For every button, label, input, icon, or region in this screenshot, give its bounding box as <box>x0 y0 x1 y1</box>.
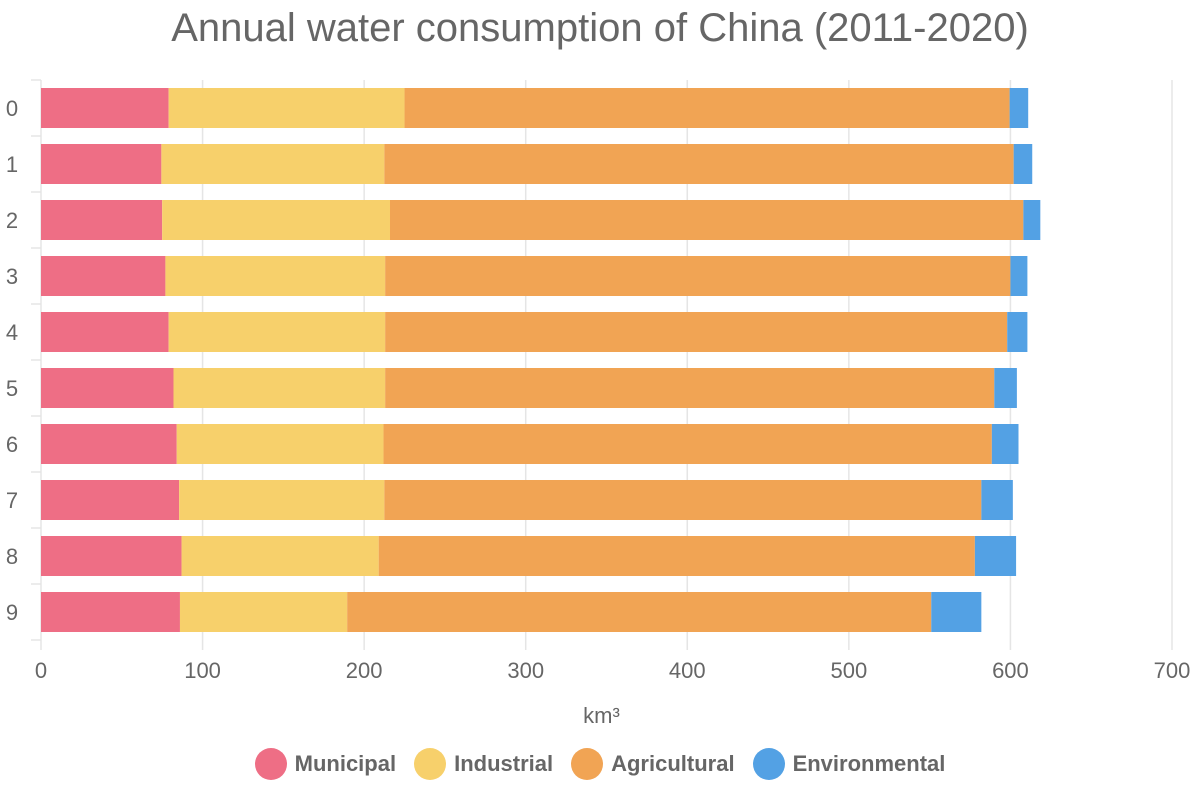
y-tick-label-9: 9 <box>6 600 18 625</box>
legend-swatch-agricultural <box>571 748 604 780</box>
bar-municipal-8[interactable] <box>41 536 182 576</box>
y-tick-label-3: 3 <box>6 264 18 289</box>
x-tick-label-300: 300 <box>507 658 544 683</box>
bar-agricultural-9[interactable] <box>347 592 932 632</box>
y-tick-label-4: 4 <box>6 320 18 345</box>
bar-industrial-2[interactable] <box>162 200 390 240</box>
bar-agricultural-4[interactable] <box>385 312 1008 352</box>
bar-municipal-6[interactable] <box>41 424 177 464</box>
x-tick-label-700: 700 <box>1154 658 1191 683</box>
x-tick-label-500: 500 <box>830 658 867 683</box>
bar-municipal-9[interactable] <box>41 592 180 632</box>
bar-agricultural-6[interactable] <box>383 424 992 464</box>
bar-industrial-6[interactable] <box>176 424 384 464</box>
bar-environmental-5[interactable] <box>994 368 1017 408</box>
bar-environmental-4[interactable] <box>1007 312 1028 352</box>
bar-environmental-7[interactable] <box>981 480 1013 520</box>
chart-legend: Municipal Industrial Agricultural Environme… <box>0 748 1200 780</box>
legend-swatch-municipal <box>254 748 287 780</box>
y-tick-label-0: 0 <box>6 96 18 121</box>
legend-label-municipal: Municipal <box>294 751 397 776</box>
y-tick-label-6: 6 <box>6 432 18 457</box>
bar-environmental-8[interactable] <box>974 536 1017 576</box>
legend-swatch-industrial <box>414 748 447 780</box>
bar-municipal-2[interactable] <box>41 200 163 240</box>
y-tick-label-8: 8 <box>6 544 18 569</box>
bar-industrial-7[interactable] <box>179 480 385 520</box>
x-tick-label-400: 400 <box>669 658 706 683</box>
bar-municipal-3[interactable] <box>41 256 166 296</box>
x-tick-label-200: 200 <box>346 658 383 683</box>
bar-industrial-4[interactable] <box>168 312 386 352</box>
bar-industrial-9[interactable] <box>179 592 348 632</box>
bar-environmental-3[interactable] <box>1010 256 1028 296</box>
bar-industrial-8[interactable] <box>181 536 379 576</box>
bar-agricultural-1[interactable] <box>384 144 1014 184</box>
bar-municipal-0[interactable] <box>41 88 169 128</box>
bar-municipal-4[interactable] <box>41 312 169 352</box>
bar-industrial-5[interactable] <box>173 368 386 408</box>
legend-item-municipal[interactable]: Municipal <box>254 748 397 780</box>
x-tick-label-100: 100 <box>184 658 221 683</box>
legend-label-environmental: Environmental <box>792 751 946 776</box>
legend-item-environmental[interactable]: Environmental <box>752 748 946 780</box>
bar-agricultural-8[interactable] <box>378 536 975 576</box>
bar-agricultural-5[interactable] <box>385 368 995 408</box>
legend-label-agricultural: Agricultural <box>611 751 735 776</box>
x-tick-label-600: 600 <box>992 658 1029 683</box>
chart-title: Annual water consumption of China (2011-… <box>171 6 1029 50</box>
legend-label-industrial: Industrial <box>454 751 554 776</box>
y-tick-label-7: 7 <box>6 488 18 513</box>
bar-agricultural-0[interactable] <box>404 88 1010 128</box>
bar-industrial-1[interactable] <box>161 144 385 184</box>
bar-environmental-0[interactable] <box>1009 88 1029 128</box>
x-tick-label-0: 0 <box>35 658 47 683</box>
bar-industrial-3[interactable] <box>165 256 386 296</box>
bar-environmental-6[interactable] <box>991 424 1019 464</box>
legend-item-industrial[interactable]: Industrial <box>414 748 553 780</box>
y-tick-label-1: 1 <box>6 152 18 177</box>
bar-municipal-1[interactable] <box>41 144 162 184</box>
bar-agricultural-7[interactable] <box>384 480 982 520</box>
bar-municipal-7[interactable] <box>41 480 180 520</box>
bar-environmental-2[interactable] <box>1023 200 1041 240</box>
bar-agricultural-2[interactable] <box>389 200 1024 240</box>
y-tick-label-2: 2 <box>6 208 18 233</box>
y-tick-label-5: 5 <box>6 376 18 401</box>
bar-environmental-1[interactable] <box>1013 144 1033 184</box>
bar-municipal-5[interactable] <box>41 368 174 408</box>
legend-item-agricultural[interactable]: Agricultural <box>571 748 735 780</box>
bar-environmental-9[interactable] <box>931 592 982 632</box>
x-axis-label: km³ <box>583 703 620 728</box>
bar-industrial-0[interactable] <box>168 88 405 128</box>
bar-agricultural-3[interactable] <box>385 256 1011 296</box>
legend-swatch-environmental <box>752 748 785 780</box>
